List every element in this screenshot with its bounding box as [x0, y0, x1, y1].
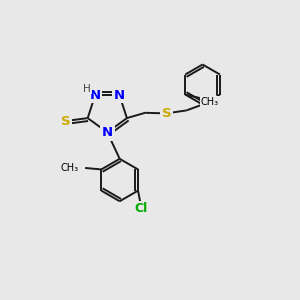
Text: Cl: Cl — [134, 202, 148, 215]
Text: S: S — [61, 115, 70, 128]
Text: N: N — [114, 88, 125, 101]
Text: N: N — [102, 126, 113, 139]
Text: S: S — [162, 107, 171, 120]
Text: CH₃: CH₃ — [61, 163, 79, 173]
Text: CH₃: CH₃ — [201, 97, 219, 106]
Text: N: N — [90, 88, 101, 101]
Text: H: H — [83, 84, 91, 94]
